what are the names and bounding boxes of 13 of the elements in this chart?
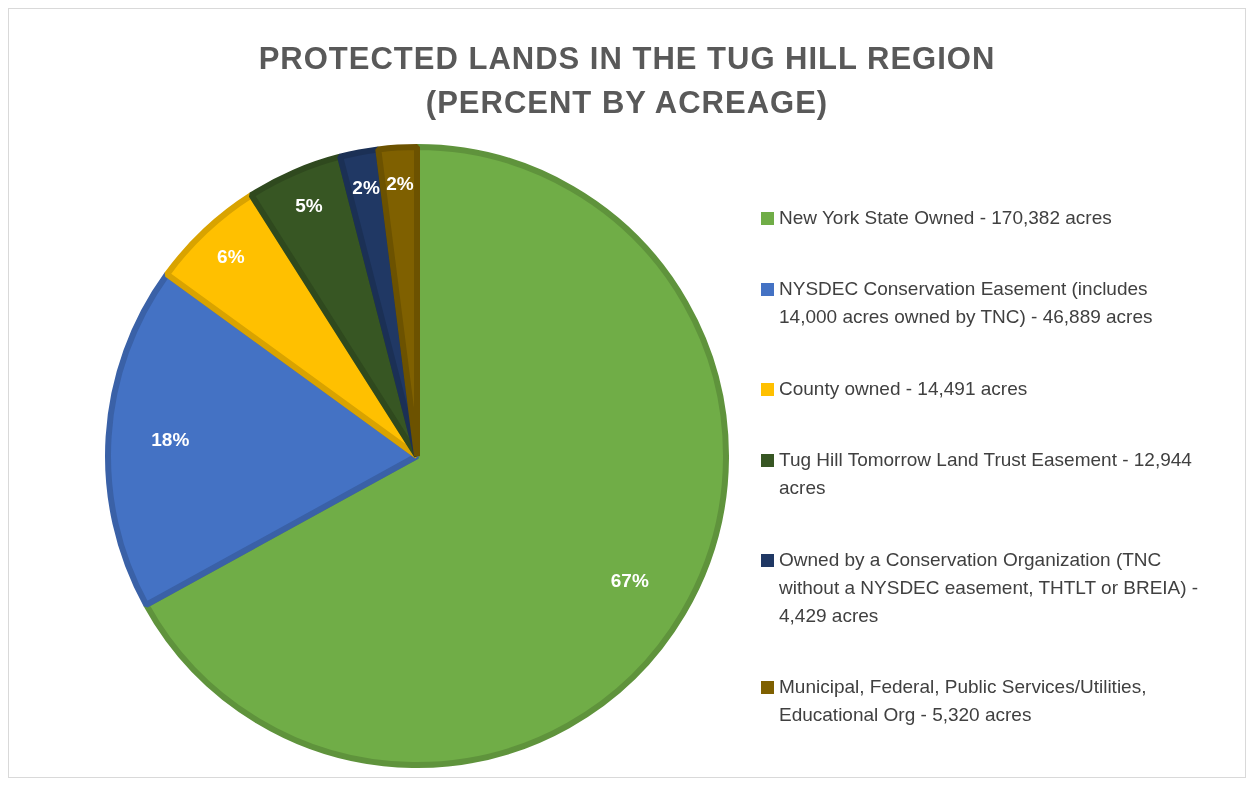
chart-title: PROTECTED LANDS IN THE TUG HILL REGION (PERCENT BY ACREAGE) bbox=[257, 40, 997, 122]
legend-label: Tug Hill Tomorrow Land Trust Easement - 12,944 acres bbox=[779, 448, 1193, 501]
data-label: 67% bbox=[610, 570, 649, 592]
data-label: 18% bbox=[151, 428, 190, 450]
legend-label: Owned by a Conservation Organization (TNC without a NYSDEC easement, THTLT or BREIA) - 4,429 acres bbox=[779, 547, 1200, 628]
data-label: 2% bbox=[352, 177, 380, 199]
legend-label: County owned - 14,491 acres bbox=[779, 376, 1028, 401]
data-label: 2% bbox=[386, 172, 414, 194]
legend-label: Municipal, Federal, Public Services/Utilities, Educational Org - 5,320 acres bbox=[779, 674, 1148, 727]
data-label: 6% bbox=[217, 246, 245, 268]
legend-label: NYSDEC Conservation Easement (includes 14,000 acres owned by TNC) - 46,889 acres bbox=[779, 277, 1154, 330]
legend-label: New York State Owned - 170,382 acres bbox=[779, 206, 1112, 230]
data-label: 5% bbox=[295, 194, 323, 216]
